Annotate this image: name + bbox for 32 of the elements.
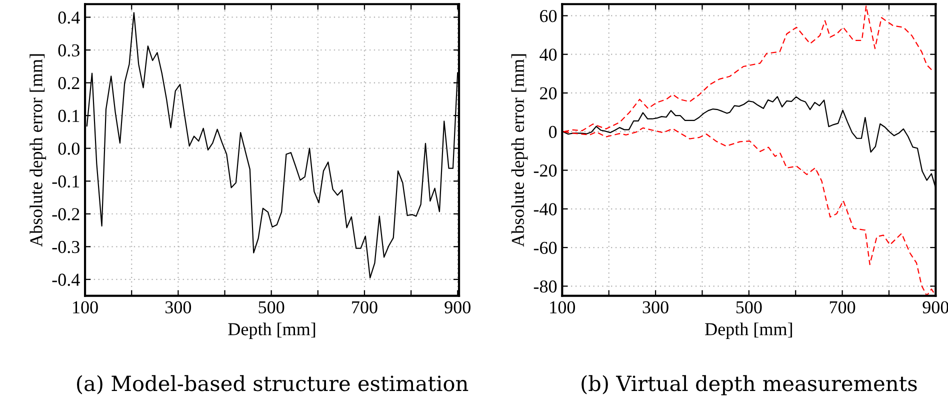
x-tick-label: 300 [642,301,668,314]
x-axis-title: Depth [mm] [228,322,316,339]
y-tick-label: 0.0 [58,142,80,155]
y-tick-label: 40 [540,48,557,61]
y-tick-label: -0.3 [52,240,80,254]
y-tick-label: 0 [548,126,557,138]
x-tick-label: 500 [258,301,284,314]
y-tick-label: -0.2 [52,208,80,220]
text: (b) Virtual depth measurements [582,375,917,396]
y-tick-label: -80 [534,280,557,293]
y-tick-label: -20 [534,164,557,177]
x-tick-label: 700 [830,301,856,314]
y-tick-label: 0.2 [58,77,80,90]
x-tick-label: 900 [444,301,470,314]
y-tick-label: 60 [540,10,557,22]
y-tick-label: -40 [534,203,557,216]
y-axis-title: Absolute depth error [mm] [511,54,528,247]
y-tick-label: -60 [534,242,557,254]
y-tick-label: -0.4 [52,274,80,286]
y-tick-label: 20 [540,87,557,100]
y-tick-label: 0.4 [58,11,80,24]
y-tick-label: 0.3 [58,44,80,57]
y-tick-label: 0.1 [58,110,80,122]
x-tick-label: 500 [736,301,762,314]
x-tick-label: 700 [352,301,378,314]
text: (a) Model-based structure estimation [77,375,468,394]
x-tick-label: 300 [166,301,192,314]
y-tick-label: -0.1 [52,175,80,188]
y-axis-title: Absolute depth error [mm] [30,54,46,247]
x-tick-label: 100 [73,301,98,314]
x-axis-title: Depth [mm] [705,322,792,339]
x-tick-label: 100 [550,301,576,314]
